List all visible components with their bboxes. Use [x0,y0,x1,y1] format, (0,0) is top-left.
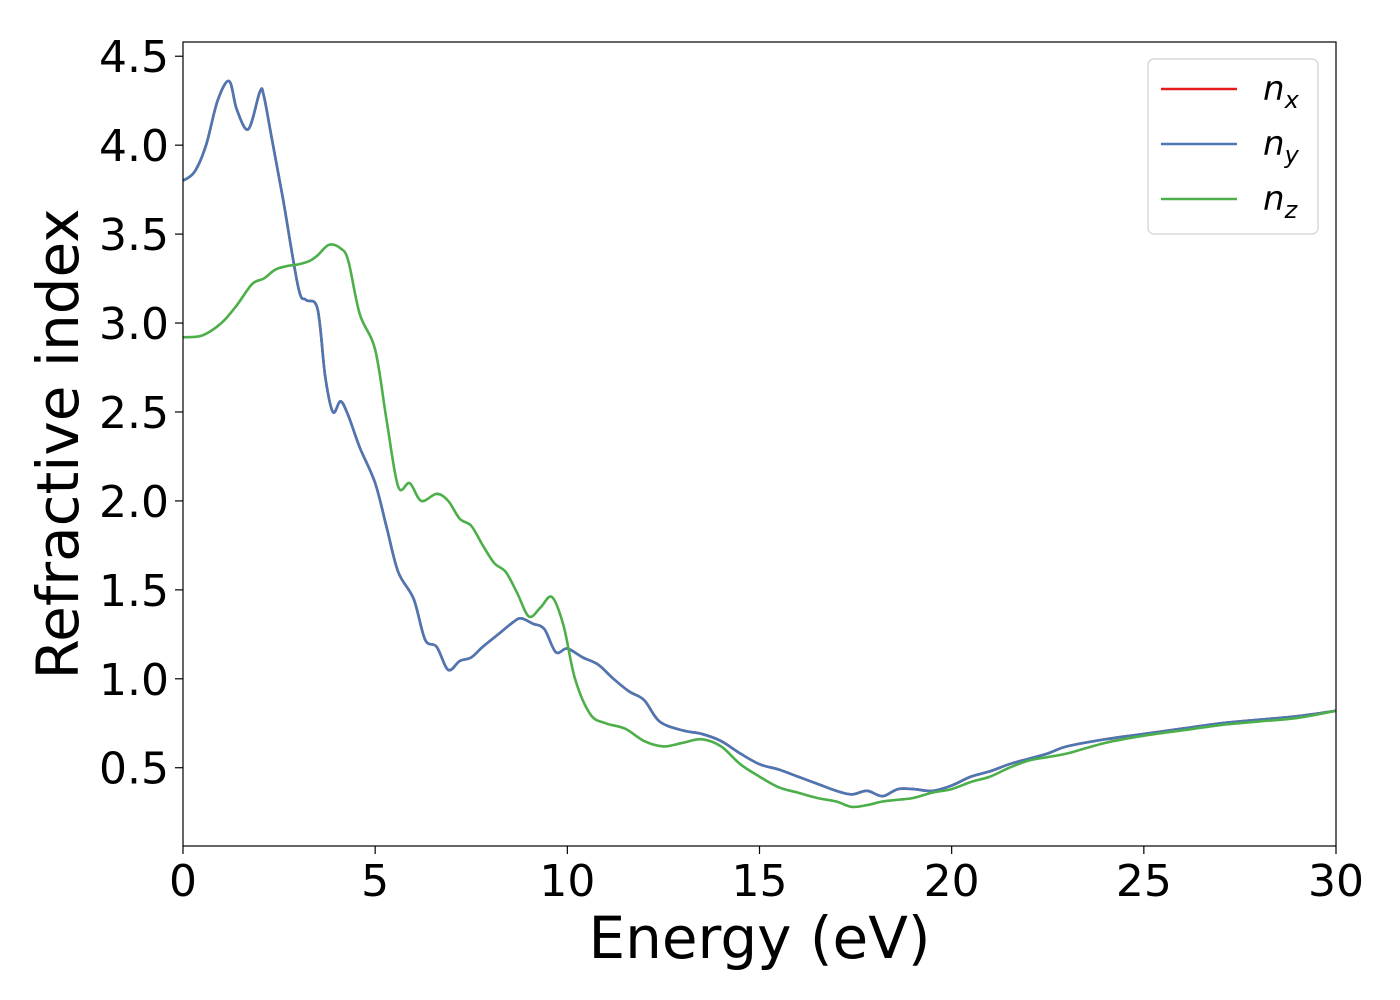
y-tick-label: 4.0 [99,121,169,172]
series-line-ny [182,79,1337,798]
y-tick-label: 3.5 [99,210,169,261]
x-tick-label: 15 [732,856,788,907]
series-line-nz [182,243,1337,809]
ticks: 0 5 10 15 20 25 30 0.5 1.0 1.5 2.0 2.5 3.0 3.5 4.0 4.5 [99,32,1364,907]
y-tick-label: 4.5 [99,32,169,83]
legend-label-subscript: x [1284,86,1300,114]
legend-label-subscript: y [1284,141,1300,169]
x-tick-label: 30 [1308,856,1364,907]
y-tick-label: 2.5 [99,388,169,439]
x-axis-label: Energy (eV) [588,904,930,972]
y-tick-label: 0.5 [99,744,169,795]
series-lines [182,79,1337,809]
y-tick-label: 3.0 [99,299,169,350]
legend-label-ny: ny [1263,124,1300,169]
y-tick-label: 1.5 [99,566,169,617]
legend-label-nx: nx [1263,69,1300,114]
x-tick-label: 10 [539,856,595,907]
legend-label-subscript: z [1284,196,1299,224]
x-tick-label: 20 [924,856,980,907]
legend-label-base: n [1263,179,1285,219]
y-axis-label: Refractive index [24,208,92,679]
legend-label-base: n [1263,69,1285,109]
legend-label-nz: nz [1263,179,1299,224]
x-tick-label: 0 [169,856,197,907]
legend-box [1147,58,1319,235]
y-tick-label: 1.0 [99,655,169,706]
y-tick-label: 2.0 [99,477,169,528]
x-tick-label: 5 [361,856,389,907]
legend-label-base: n [1263,124,1285,164]
x-tick-label: 25 [1116,856,1172,907]
